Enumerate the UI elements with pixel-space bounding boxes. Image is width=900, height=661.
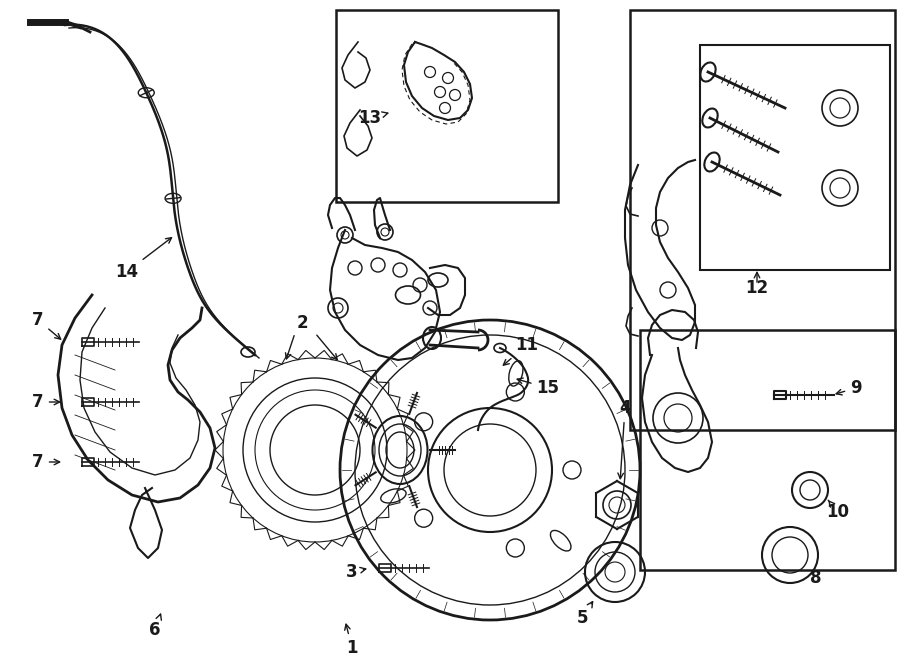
Text: 11: 11 <box>503 336 538 365</box>
Text: 15: 15 <box>518 378 560 397</box>
Text: 13: 13 <box>358 109 388 127</box>
Bar <box>336 10 558 202</box>
Text: 7: 7 <box>32 393 59 411</box>
Bar <box>630 10 895 430</box>
Text: 7: 7 <box>32 453 59 471</box>
Text: 5: 5 <box>576 602 592 627</box>
Bar <box>640 330 895 570</box>
Text: 3: 3 <box>346 563 365 581</box>
Text: 2: 2 <box>296 314 308 332</box>
Text: 8: 8 <box>810 569 822 587</box>
Text: 7: 7 <box>32 311 60 339</box>
Text: 14: 14 <box>115 237 172 281</box>
Text: 9: 9 <box>836 379 862 397</box>
Text: 4: 4 <box>618 399 631 479</box>
Text: 12: 12 <box>745 279 769 297</box>
Text: 10: 10 <box>826 500 850 521</box>
Text: 1: 1 <box>345 624 358 657</box>
Bar <box>700 45 890 270</box>
Text: 6: 6 <box>149 614 161 639</box>
